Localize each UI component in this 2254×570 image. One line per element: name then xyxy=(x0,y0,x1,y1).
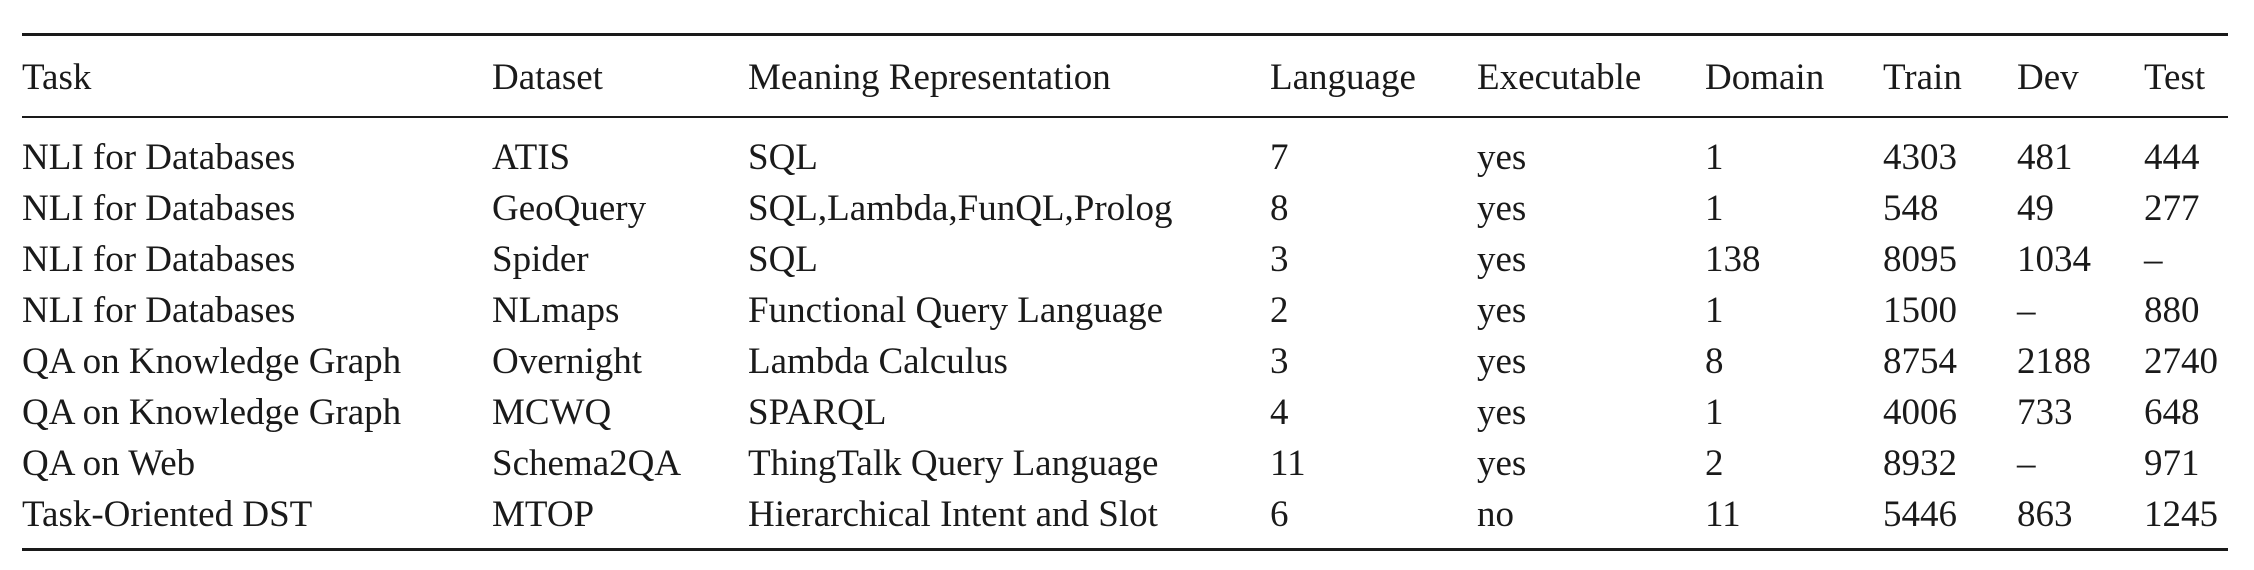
cell-dev: 733 xyxy=(2017,392,2073,433)
cell-language: 3 xyxy=(1270,341,1289,382)
cell-test: – xyxy=(2144,239,2163,280)
data-table-body: NLI for Databases ATIS SQL 7 yes 1 4303 … xyxy=(22,118,2228,548)
cell-train: 5446 xyxy=(1883,494,1957,535)
cell-executable: yes xyxy=(1477,188,1527,229)
header-rule xyxy=(22,116,2228,118)
cell-executable: yes xyxy=(1477,290,1527,331)
table-row: NLI for Databases ATIS SQL 7 yes 1 4303 … xyxy=(22,118,2228,183)
cell-task: QA on Web xyxy=(22,443,196,484)
cell-train: 8095 xyxy=(1883,239,1957,280)
cell-domain: 2 xyxy=(1705,443,1724,484)
cell-train: 4303 xyxy=(1883,137,1957,178)
dataset-table: Task Dataset Meaning Representation Lang… xyxy=(22,33,2228,551)
cell-dev: 1034 xyxy=(2017,239,2091,280)
cell-dataset: Overnight xyxy=(492,341,643,382)
cell-task: QA on Knowledge Graph xyxy=(22,341,402,382)
cell-dev: – xyxy=(2017,443,2036,484)
cell-domain: 1 xyxy=(1705,188,1724,229)
table-row: NLI for Databases Spider SQL 3 yes 138 8… xyxy=(22,234,2228,285)
cell-language: 6 xyxy=(1270,494,1289,535)
cell-test: 1245 xyxy=(2144,494,2218,535)
cell-domain: 1 xyxy=(1705,392,1724,433)
data-table: Task Dataset Meaning Representation Lang… xyxy=(22,36,2228,116)
cell-train: 8754 xyxy=(1883,341,1957,382)
table-row: NLI for Databases NLmaps Functional Quer… xyxy=(22,285,2228,336)
top-rule xyxy=(22,33,2228,36)
cell-test: 880 xyxy=(2144,290,2200,331)
cell-dataset: NLmaps xyxy=(492,290,620,331)
header-executable: Executable xyxy=(1477,57,1642,98)
cell-executable: yes xyxy=(1477,443,1527,484)
cell-language: 8 xyxy=(1270,188,1289,229)
cell-dataset: ATIS xyxy=(492,137,571,178)
header-domain: Domain xyxy=(1705,57,1825,98)
cell-dev: 49 xyxy=(2017,188,2054,229)
bottom-rule xyxy=(22,548,2228,551)
cell-mr: Lambda Calculus xyxy=(748,341,1008,382)
header-meaning-representation: Meaning Representation xyxy=(748,57,1111,98)
table-row: NLI for Databases GeoQuery SQL,Lambda,Fu… xyxy=(22,183,2228,234)
cell-test: 648 xyxy=(2144,392,2200,433)
cell-dataset: Spider xyxy=(492,239,589,280)
cell-task: Task-Oriented DST xyxy=(22,494,313,535)
table-row: QA on Knowledge Graph Overnight Lambda C… xyxy=(22,336,2228,387)
cell-dev: – xyxy=(2017,290,2036,331)
cell-mr: Hierarchical Intent and Slot xyxy=(748,494,1158,535)
cell-test: 2740 xyxy=(2144,341,2218,382)
cell-mr: SQL,Lambda,FunQL,Prolog xyxy=(748,188,1173,229)
cell-test: 971 xyxy=(2144,443,2200,484)
header-train: Train xyxy=(1883,57,1962,98)
cell-domain: 1 xyxy=(1705,290,1724,331)
cell-domain: 11 xyxy=(1705,494,1741,535)
cell-task: NLI for Databases xyxy=(22,290,296,331)
table-row: QA on Knowledge Graph MCWQ SPARQL 4 yes … xyxy=(22,387,2228,438)
cell-dataset: Schema2QA xyxy=(492,443,682,484)
cell-executable: yes xyxy=(1477,239,1527,280)
cell-executable: no xyxy=(1477,494,1514,535)
cell-domain: 8 xyxy=(1705,341,1724,382)
cell-executable: yes xyxy=(1477,392,1527,433)
cell-language: 2 xyxy=(1270,290,1289,331)
cell-task: NLI for Databases xyxy=(22,239,296,280)
cell-dev: 2188 xyxy=(2017,341,2091,382)
header-task: Task xyxy=(22,57,92,98)
cell-mr: SPARQL xyxy=(748,392,887,433)
header-row: Task Dataset Meaning Representation Lang… xyxy=(22,36,2228,116)
cell-executable: yes xyxy=(1477,341,1527,382)
header-test: Test xyxy=(2144,57,2206,98)
cell-train: 1500 xyxy=(1883,290,1957,331)
cell-mr: SQL xyxy=(748,239,818,280)
header-dev: Dev xyxy=(2017,57,2079,98)
cell-train: 8932 xyxy=(1883,443,1957,484)
cell-mr: SQL xyxy=(748,137,818,178)
cell-language: 7 xyxy=(1270,137,1289,178)
table-row: QA on Web Schema2QA ThingTalk Query Lang… xyxy=(22,438,2228,489)
cell-train: 4006 xyxy=(1883,392,1957,433)
header-dataset: Dataset xyxy=(492,57,603,98)
table-row: Task-Oriented DST MTOP Hierarchical Inte… xyxy=(22,489,2228,548)
cell-domain: 138 xyxy=(1705,239,1761,280)
cell-dataset: MTOP xyxy=(492,494,595,535)
cell-executable: yes xyxy=(1477,137,1527,178)
header-language: Language xyxy=(1270,57,1416,98)
cell-dev: 863 xyxy=(2017,494,2073,535)
cell-dataset: MCWQ xyxy=(492,392,612,433)
cell-task: NLI for Databases xyxy=(22,188,296,229)
cell-language: 11 xyxy=(1270,443,1306,484)
cell-test: 444 xyxy=(2144,137,2200,178)
cell-task: NLI for Databases xyxy=(22,137,296,178)
cell-domain: 1 xyxy=(1705,137,1724,178)
cell-dev: 481 xyxy=(2017,137,2073,178)
cell-language: 3 xyxy=(1270,239,1289,280)
cell-test: 277 xyxy=(2144,188,2200,229)
cell-mr: Functional Query Language xyxy=(748,290,1164,331)
cell-task: QA on Knowledge Graph xyxy=(22,392,402,433)
cell-dataset: GeoQuery xyxy=(492,188,647,229)
cell-mr: ThingTalk Query Language xyxy=(748,443,1159,484)
cell-language: 4 xyxy=(1270,392,1289,433)
cell-train: 548 xyxy=(1883,188,1939,229)
